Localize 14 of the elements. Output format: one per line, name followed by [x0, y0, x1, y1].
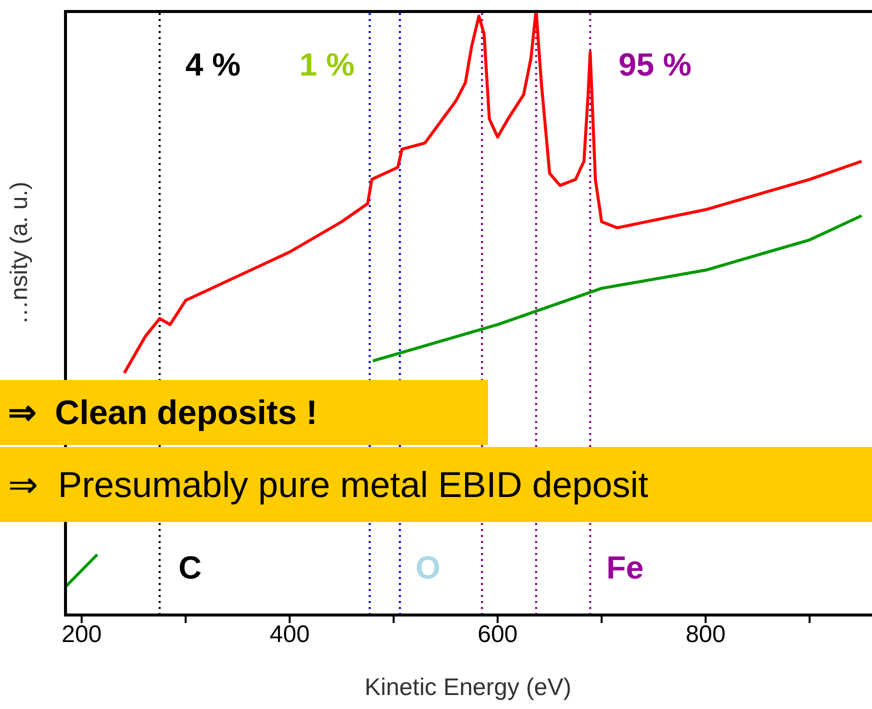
- callout-banner: ⇒ Clean deposits !: [0, 380, 488, 445]
- x-tick-label: 400: [270, 621, 310, 648]
- annotation: Fe: [606, 550, 644, 586]
- annotation: C: [178, 550, 202, 586]
- x-tick-label: 600: [478, 621, 518, 648]
- annotation: 4 %: [185, 46, 241, 84]
- callout-banner: ⇒ Presumably pure metal EBID deposit: [0, 447, 872, 522]
- x-tick-label: 200: [62, 621, 102, 648]
- annotation: 95 %: [618, 46, 692, 84]
- annotation: 1 %: [299, 46, 355, 84]
- x-axis-title: Kinetic Energy (eV): [364, 674, 572, 701]
- annotation: O: [416, 550, 440, 586]
- x-tick-label: 800: [686, 621, 726, 648]
- y-axis-title: …nsity (a. u.): [6, 181, 34, 324]
